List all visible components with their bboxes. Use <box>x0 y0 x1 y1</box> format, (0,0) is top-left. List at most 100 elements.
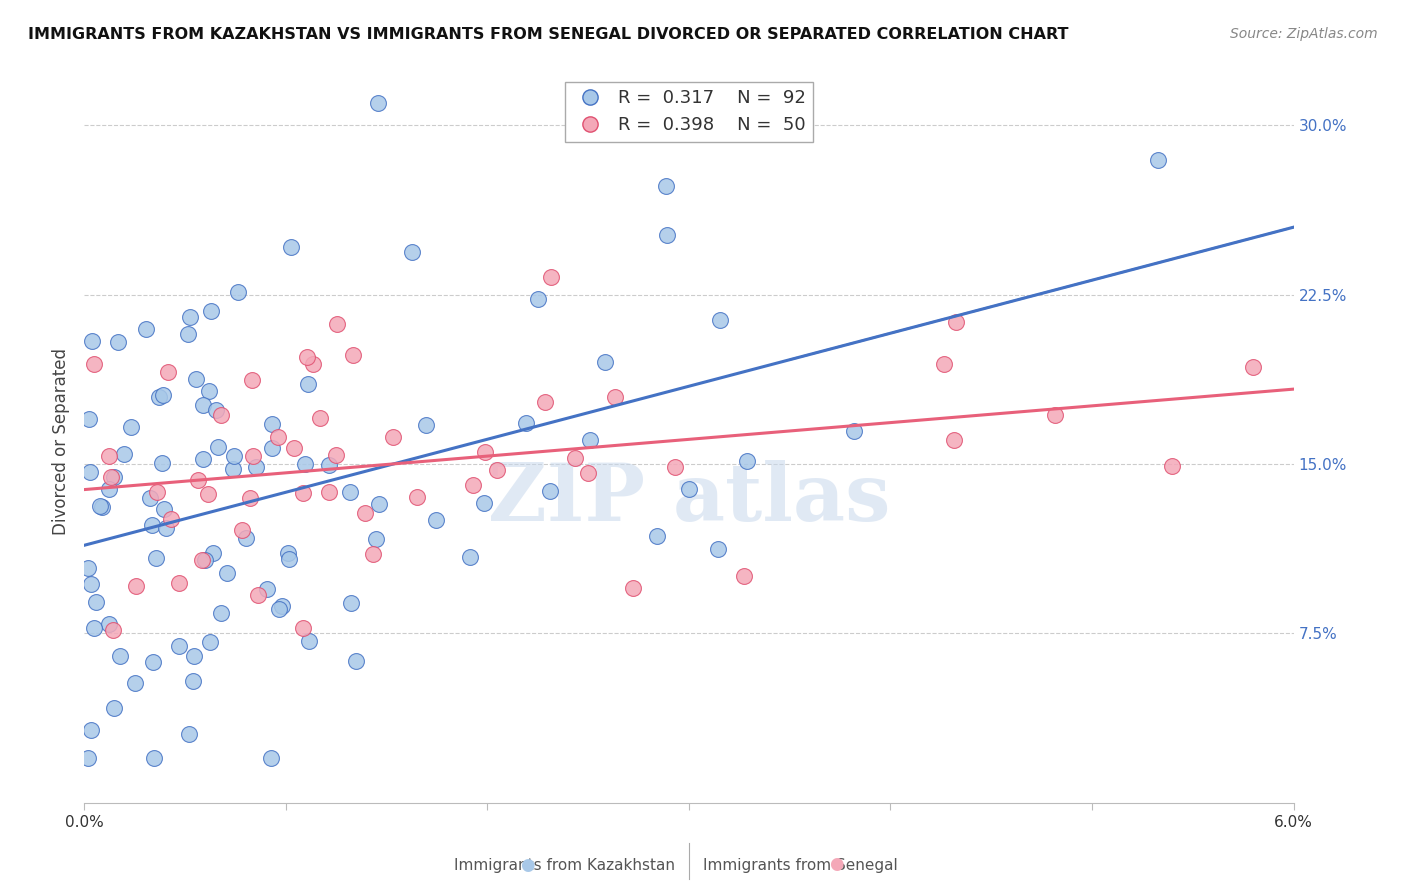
Point <box>183 648 205 663</box>
Text: ZIP atlas: ZIP atlas <box>488 460 890 539</box>
Point <box>112 447 135 461</box>
Point <box>339 597 361 611</box>
Point <box>344 653 367 667</box>
Point <box>579 433 602 447</box>
Point <box>325 317 347 331</box>
Point <box>735 454 758 468</box>
Point <box>733 569 755 583</box>
Point <box>179 310 201 324</box>
Legend: R =  0.317    N =  92, R =  0.398    N =  50: R = 0.317 N = 92, R = 0.398 N = 50 <box>565 82 813 142</box>
Point <box>709 313 731 327</box>
Point <box>842 424 865 438</box>
Point <box>198 634 221 648</box>
Point <box>176 326 198 341</box>
Point <box>298 634 321 648</box>
Point <box>209 606 232 620</box>
Point <box>80 577 103 591</box>
Point <box>83 621 105 635</box>
Point <box>181 673 204 688</box>
Point <box>576 466 599 480</box>
Point <box>107 335 129 350</box>
Point <box>191 398 214 412</box>
Point <box>101 623 124 637</box>
Point <box>231 523 253 537</box>
Point <box>215 566 238 581</box>
Point <box>472 496 495 510</box>
Point <box>190 553 212 567</box>
Text: ●: ● <box>830 855 844 873</box>
Point <box>943 433 966 447</box>
Point <box>262 441 284 455</box>
Point <box>291 621 314 635</box>
Point <box>270 599 292 613</box>
Point <box>124 676 146 690</box>
Text: Immigrants from Kazakhstan: Immigrants from Kazakhstan <box>454 858 675 872</box>
Text: IMMIGRANTS FROM KAZAKHSTAN VS IMMIGRANTS FROM SENEGAL DIVORCED OR SEPARATED CORR: IMMIGRANTS FROM KAZAKHSTAN VS IMMIGRANTS… <box>28 27 1069 42</box>
Point <box>339 484 361 499</box>
Point <box>169 576 191 591</box>
Point <box>318 458 340 472</box>
Point <box>247 588 270 602</box>
Point <box>364 532 387 546</box>
Point <box>226 285 249 299</box>
Point <box>160 512 183 526</box>
Point <box>80 334 103 348</box>
Point <box>485 463 508 477</box>
Point <box>367 497 389 511</box>
Point <box>707 541 730 556</box>
Point <box>277 546 299 560</box>
Point <box>201 546 224 560</box>
Point <box>100 470 122 484</box>
Point <box>89 499 111 513</box>
Point <box>318 485 340 500</box>
Point <box>198 384 221 399</box>
Point <box>534 395 557 409</box>
Point <box>280 240 302 254</box>
Point <box>222 461 245 475</box>
Point <box>80 723 103 738</box>
Point <box>1045 408 1067 422</box>
Point <box>103 701 125 715</box>
Point <box>401 244 423 259</box>
Point <box>98 450 121 464</box>
Point <box>461 478 484 492</box>
Point <box>179 727 201 741</box>
Point <box>664 460 686 475</box>
Point <box>155 521 177 535</box>
Point <box>142 750 165 764</box>
Point <box>564 451 586 466</box>
Point <box>193 452 215 467</box>
Point <box>239 491 262 505</box>
Point <box>187 473 209 487</box>
Point <box>103 470 125 484</box>
Point <box>207 440 229 454</box>
Point <box>415 417 437 432</box>
Point <box>474 445 496 459</box>
Point <box>205 403 228 417</box>
Point <box>297 377 319 392</box>
Point <box>527 293 550 307</box>
Point <box>256 582 278 597</box>
Y-axis label: Divorced or Separated: Divorced or Separated <box>52 348 70 535</box>
Point <box>623 582 645 596</box>
Point <box>77 561 100 575</box>
Point <box>460 550 482 565</box>
Point <box>354 506 377 520</box>
Point <box>91 500 114 514</box>
Point <box>184 372 207 386</box>
Point <box>197 487 219 501</box>
Point <box>678 482 700 496</box>
Point <box>342 348 364 362</box>
Point <box>302 357 325 371</box>
Point <box>325 448 347 462</box>
Point <box>240 373 263 387</box>
Point <box>235 531 257 545</box>
Point <box>125 579 148 593</box>
Point <box>308 411 330 425</box>
Point <box>142 655 165 669</box>
Point <box>266 430 288 444</box>
Point <box>932 357 955 371</box>
Point <box>515 416 537 430</box>
Point <box>593 355 616 369</box>
Point <box>292 486 315 500</box>
